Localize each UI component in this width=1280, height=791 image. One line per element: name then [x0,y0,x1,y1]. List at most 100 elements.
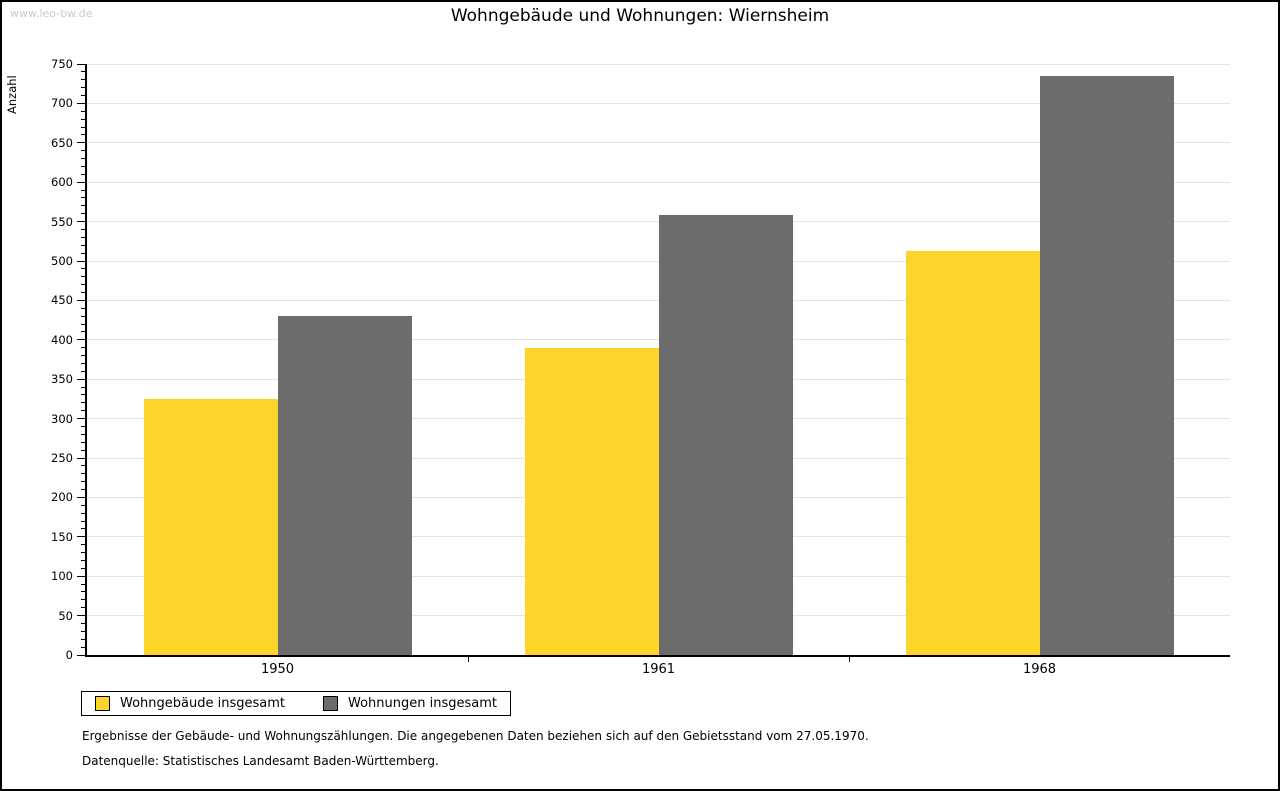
y-tick-600 [77,181,85,183]
y-tick-200 [77,496,85,498]
y-tick-40 [81,622,85,624]
y-tick-280 [81,433,85,435]
x-axis-tick-1 [467,657,469,662]
y-tick-680 [81,118,85,120]
y-tick-660 [81,134,85,136]
y-tick-label-400: 400 [51,332,73,347]
bar-wohnungen-1968 [1039,75,1174,655]
y-tick-240 [81,465,85,467]
y-tick-270 [81,441,85,443]
y-tick-label-0: 0 [65,648,73,662]
y-tick-260 [81,449,85,451]
legend-box: Wohngebäude insgesamt Wohnungen insgesamt [81,691,511,716]
y-tick-670 [81,126,85,128]
y-tick-740 [81,71,85,73]
gridline-750 [87,63,1230,65]
y-tick-190 [81,504,85,506]
y-tick-380 [81,355,85,357]
legend-label: Wohnungen insgesamt [348,696,497,711]
y-tick-300 [77,418,85,420]
legend-swatch-icon [95,696,110,711]
y-tick-530 [81,236,85,238]
y-tick-710 [81,95,85,97]
x-tick-label-1950: 1950 [260,662,295,677]
y-tick-20 [81,638,85,640]
y-tick-460 [81,292,85,294]
y-tick-label-100: 100 [51,569,73,584]
y-tick-250 [77,457,85,459]
y-tick-490 [81,268,85,270]
legend-swatch-icon [323,696,338,711]
y-tick-580 [81,197,85,199]
y-tick-label-250: 250 [51,451,73,465]
y-tick-label-700: 700 [51,96,73,111]
y-tick-610 [81,173,85,175]
y-tick-550 [77,221,85,223]
y-tick-590 [81,189,85,191]
y-tick-350 [77,378,85,380]
bar-wohngebaeude-1968 [905,250,1040,655]
y-tick-130 [81,552,85,554]
y-tick-340 [81,386,85,388]
y-tick-10 [81,646,85,648]
y-tick-320 [81,402,85,404]
y-tick-120 [81,559,85,561]
y-tick-160 [81,528,85,530]
watermark-leo-bw: www.leo-bw.de [10,7,93,20]
y-tick-label-500: 500 [51,254,73,268]
gridline-600 [87,181,1230,183]
y-tick-140 [81,544,85,546]
y-tick-400 [77,339,85,341]
y-tick-310 [81,410,85,412]
y-tick-480 [81,276,85,278]
y-tick-170 [81,520,85,522]
y-tick-label-750: 750 [51,57,73,71]
y-tick-420 [81,323,85,325]
bar-wohngebaeude-1961 [524,347,659,655]
y-tick-230 [81,473,85,475]
bar-wohnungen-1961 [658,215,793,655]
y-tick-630 [81,158,85,160]
y-tick-label-650: 650 [51,135,73,150]
y-tick-410 [81,331,85,333]
y-tick-520 [81,244,85,246]
y-tick-390 [81,347,85,349]
legend-label: Wohngebäude insgesamt [120,696,285,711]
y-tick-label-550: 550 [51,214,73,229]
y-tick-label-350: 350 [51,372,73,387]
legend-item-wohnungen: Wohnungen insgesamt [323,696,497,711]
y-tick-500 [77,260,85,262]
y-tick-90 [81,583,85,585]
bar-wohngebaeude-1950 [143,398,278,655]
y-tick-label-600: 600 [51,175,73,190]
y-tick-640 [81,150,85,152]
y-tick-370 [81,362,85,364]
x-axis-tick-2 [848,657,850,662]
gridline-700 [87,102,1230,104]
y-tick-700 [77,102,85,104]
footnote-gebietsstand: Ergebnisse der Gebäude- und Wohnungszähl… [82,729,869,743]
y-tick-50 [77,615,85,617]
y-tick-540 [81,228,85,230]
y-tick-60 [81,607,85,609]
y-tick-720 [81,87,85,89]
x-tick-label-1968: 1968 [1022,662,1057,677]
y-tick-570 [81,205,85,207]
y-tick-label-50: 50 [58,608,73,623]
y-tick-80 [81,591,85,593]
y-tick-430 [81,315,85,317]
y-tick-450 [77,299,85,301]
y-tick-220 [81,481,85,483]
plot-area: 1950 1961 1968 0 50 100 150 200 250 300 350 400 450 5… [51,57,1230,677]
y-tick-label-200: 200 [51,490,73,505]
y-tick-560 [81,213,85,215]
y-tick-440 [81,307,85,309]
y-tick-100 [77,575,85,577]
y-tick-label-150: 150 [51,529,73,544]
y-tick-510 [81,252,85,254]
x-tick-label-1961: 1961 [641,662,676,677]
y-tick-620 [81,165,85,167]
legend-item-wohngebaeude: Wohngebäude insgesamt [95,696,285,711]
y-tick-30 [81,630,85,632]
